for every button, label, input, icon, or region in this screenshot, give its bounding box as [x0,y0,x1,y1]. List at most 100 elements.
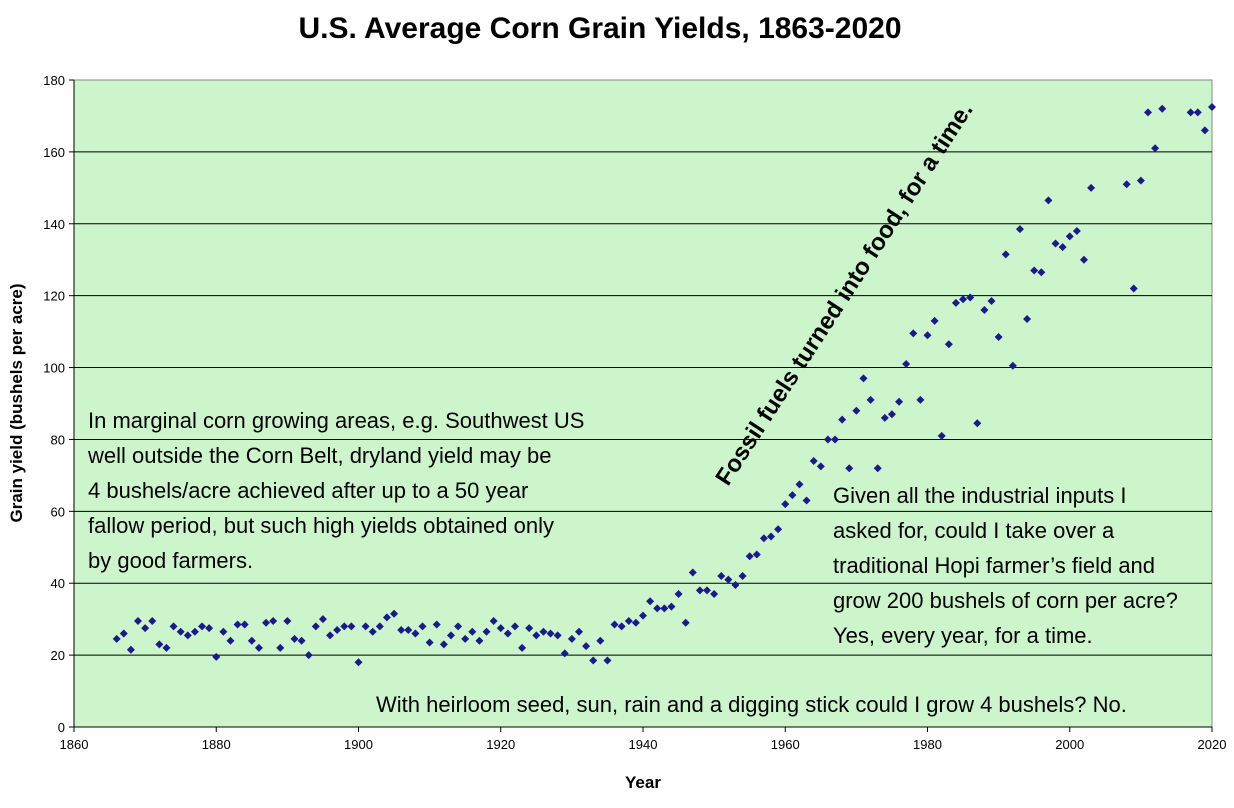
data-point [532,631,541,640]
data-point [397,625,406,634]
data-point [895,397,904,406]
gridlines [74,151,1212,656]
y-tick-label: 140 [43,217,65,232]
data-point [205,624,214,633]
annotation-industrial-line: asked for, could I take over a [833,518,1115,543]
data-point [1129,284,1138,293]
data-point [518,643,527,652]
x-tick-label: 2000 [1055,737,1084,752]
data-point [1044,196,1053,205]
data-point [269,616,278,625]
data-point [987,297,996,306]
data-point [959,295,968,304]
data-point [112,634,121,643]
data-point [767,532,776,541]
data-point [674,590,683,599]
data-point [951,298,960,307]
data-point [624,616,633,625]
data-point [326,631,335,640]
data-point [304,651,313,660]
data-point [816,462,825,471]
data-point [382,613,391,622]
data-point [525,624,534,633]
data-point [176,627,185,636]
data-point [190,627,199,636]
x-axis-label: Year [625,773,661,792]
data-point [567,634,576,643]
data-point [134,616,143,625]
data-point [731,581,740,590]
data-point [404,625,413,634]
data-point [361,622,370,631]
data-point [169,622,178,631]
data-point [347,622,356,631]
x-tick-label: 1880 [202,737,231,752]
data-point [759,534,768,543]
y-tick-label: 40 [51,576,65,591]
data-point [1208,102,1216,111]
data-point [1143,108,1152,117]
data-point [966,293,975,302]
data-point [1072,226,1081,235]
data-point [1001,250,1010,259]
data-points [112,102,1216,667]
data-point [1193,108,1202,117]
annotation-industrial-line: Given all the industrial inputs I [833,483,1127,508]
data-point [724,575,733,584]
data-point [589,656,598,665]
annotation-heirloom: With heirloom seed, sun, rain and a digg… [376,692,1127,717]
data-point [318,615,327,624]
data-point [1158,104,1167,113]
annotation-marginal: In marginal corn growing areas, e.g. Sou… [87,408,584,573]
y-tick-label: 100 [43,361,65,376]
data-point [333,625,342,634]
x-axis-ticks: 1860 1880 1900 1920 1940 1960 1980 2000 2020 [60,727,1226,752]
data-point [489,616,498,625]
data-point [710,590,719,599]
data-point [276,643,285,652]
x-tick-label: 1920 [486,737,515,752]
data-point [375,622,384,631]
data-point [909,329,918,338]
data-point [631,618,640,627]
y-tick-label: 80 [51,432,65,447]
data-point [141,624,150,633]
data-point [425,638,434,647]
data-point [646,597,655,606]
y-tick-label: 60 [51,504,65,519]
data-point [1122,180,1131,189]
data-point [660,604,669,613]
data-point [703,586,712,595]
data-point [1087,183,1096,192]
annotation-marginal-line: fallow period, but such high yields obta… [88,513,554,538]
data-point [226,636,235,645]
data-point [823,435,832,444]
data-point [368,627,377,636]
data-point [973,419,982,428]
y-axis-label: Grain yield (bushels per acre) [7,283,26,522]
data-point [461,634,470,643]
data-point [809,457,818,466]
x-tick-label: 1900 [344,737,373,752]
data-point [247,636,256,645]
data-point [1023,315,1032,324]
y-tick-label: 160 [43,145,65,160]
data-point [148,616,157,625]
data-point [866,395,875,404]
data-point [795,480,804,489]
data-point [902,359,911,368]
data-point [233,620,242,629]
data-point [923,331,932,340]
data-point [390,609,399,618]
data-point [1037,268,1046,277]
data-point [880,413,889,422]
data-point [155,640,164,649]
data-point [610,620,619,629]
data-point [183,631,192,640]
data-point [240,620,249,629]
annotation-industrial-line: grow 200 bushels of corn per acre? [833,588,1178,613]
data-point [838,415,847,424]
data-point [354,658,363,667]
x-tick-label: 1940 [629,737,658,752]
